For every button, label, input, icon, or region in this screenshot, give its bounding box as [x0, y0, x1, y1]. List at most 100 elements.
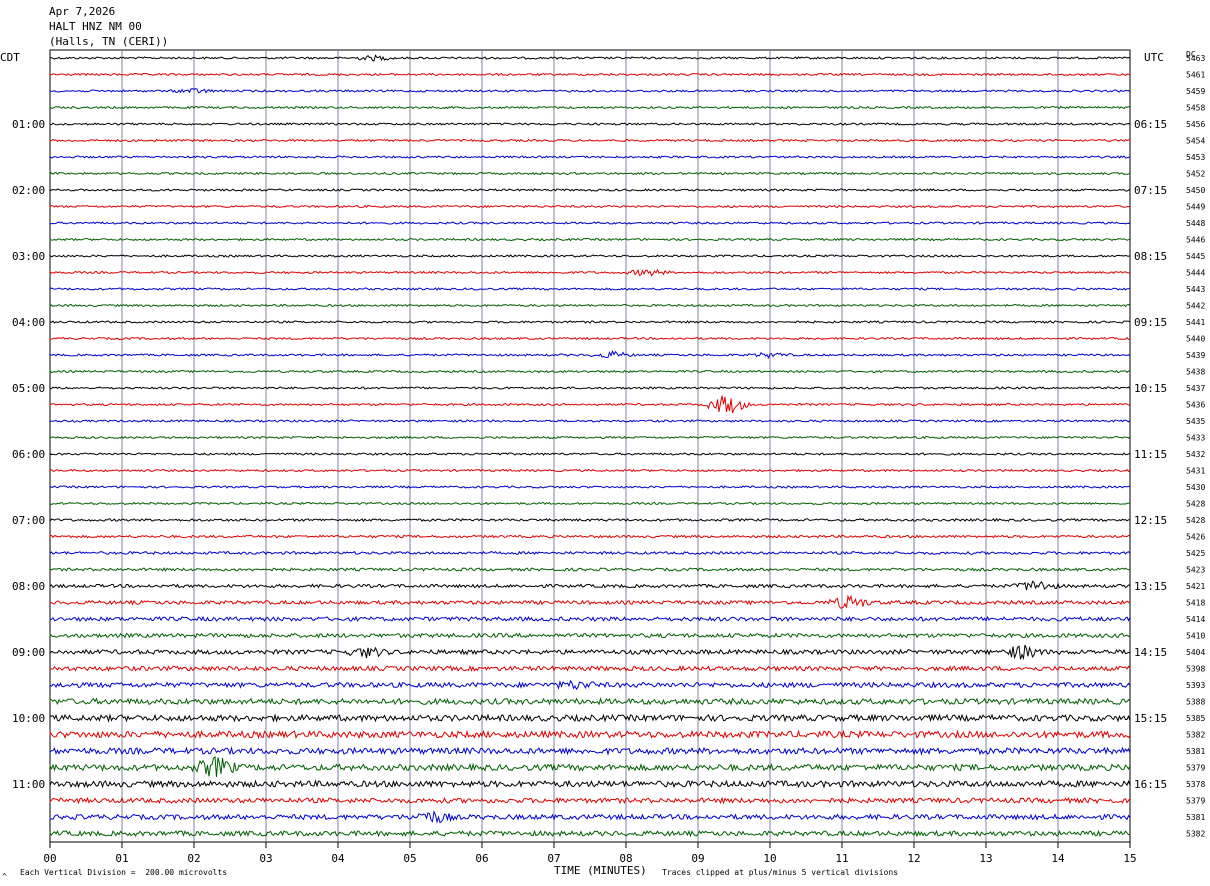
x-tick-label: 07 [547, 852, 560, 865]
dc-offset-label: 5436 [1186, 401, 1205, 410]
seismic-trace [49, 810, 1131, 824]
dc-offset-label: 5423 [1186, 566, 1205, 575]
seismic-trace [49, 451, 1131, 456]
seismic-trace [49, 550, 1131, 556]
seismic-trace [49, 155, 1131, 159]
seismic-trace [49, 87, 1131, 94]
seismic-trace [49, 395, 1131, 413]
scale-note: Each Vertical Division = 200.00 microvol… [20, 868, 228, 877]
seismic-trace [49, 679, 1131, 691]
seismic-trace [49, 254, 1131, 258]
right-hour-label: 12:15 [1134, 514, 1167, 527]
dc-offset-label: 5442 [1186, 302, 1205, 311]
x-tick-label: 15 [1123, 852, 1136, 865]
right-hour-label: 08:15 [1134, 250, 1167, 263]
x-tick-label: 04 [331, 852, 345, 865]
x-tick-label: 09 [691, 852, 704, 865]
right-timezone-label: UTC [1144, 51, 1164, 64]
seismic-trace [49, 485, 1131, 489]
right-hour-label: 15:15 [1134, 712, 1167, 725]
dc-offset-label: 5388 [1186, 698, 1205, 707]
dc-offset-label: 5461 [1186, 71, 1205, 80]
dc-offset-label: 5431 [1186, 467, 1205, 476]
dc-offset-label: 5458 [1186, 104, 1205, 113]
seismic-trace [49, 419, 1131, 423]
left-timezone-label: CDT [0, 51, 20, 64]
dc-offset-label: 5393 [1186, 681, 1205, 690]
left-hour-label: 01:00 [12, 118, 45, 131]
dc-offset-label: 5459 [1186, 87, 1205, 96]
dc-offset-label: 5410 [1186, 632, 1205, 641]
seismic-trace [49, 517, 1131, 523]
seismic-trace [49, 435, 1131, 440]
x-axis-title: TIME (MINUTES) [554, 864, 647, 877]
dc-offset-label: 5454 [1186, 137, 1205, 146]
dc-offset-label: 5452 [1186, 170, 1205, 179]
dc-offset-label: 5438 [1186, 368, 1205, 377]
left-hour-label: 05:00 [12, 382, 45, 395]
seismic-trace [49, 268, 1131, 277]
dc-offset-label: 5382 [1186, 830, 1205, 839]
dc-offset-label: 5425 [1186, 549, 1205, 558]
right-hour-label: 09:15 [1134, 316, 1167, 329]
dc-offset-label: 5430 [1186, 483, 1205, 492]
seismic-trace [49, 171, 1131, 176]
corner-mark: ^ [2, 872, 7, 881]
x-tick-label: 01 [115, 852, 128, 865]
dc-offset-label: 5382 [1186, 731, 1205, 740]
seismic-trace [49, 632, 1131, 639]
seismic-trace [49, 221, 1131, 225]
seismic-trace [49, 122, 1131, 126]
dc-offset-label: 5445 [1186, 252, 1205, 261]
plot-frame [49, 49, 1131, 843]
x-tick-label: 05 [403, 852, 416, 865]
x-tick-label: 00 [43, 852, 56, 865]
dc-offset-label: 5453 [1186, 153, 1205, 162]
seismic-trace [49, 779, 1131, 789]
dc-offset-label: 5433 [1186, 434, 1205, 443]
seismic-trace [49, 105, 1131, 110]
dc-offset-label: 5418 [1186, 599, 1205, 608]
seismic-trace [49, 567, 1131, 572]
dc-offset-label: 5439 [1186, 351, 1205, 360]
seismic-trace [49, 534, 1131, 539]
seismic-trace [49, 349, 1131, 360]
seismic-trace [49, 369, 1131, 374]
dc-offset-label: 5449 [1186, 203, 1205, 212]
x-tick-label: 06 [475, 852, 488, 865]
dc-offset-label: 5432 [1186, 450, 1205, 459]
right-hour-label: 10:15 [1134, 382, 1167, 395]
dc-offset-label: 5463 [1186, 54, 1205, 63]
seismic-trace [49, 138, 1131, 143]
seismic-trace [49, 303, 1131, 308]
dc-offset-label: 5426 [1186, 533, 1205, 542]
dc-offset-label: 5385 [1186, 714, 1205, 723]
dc-offset-label: 5428 [1186, 516, 1205, 525]
seismic-trace [49, 72, 1131, 77]
seismic-trace [49, 713, 1131, 723]
seismic-trace [49, 320, 1131, 324]
seismic-trace [49, 644, 1131, 661]
seismic-trace [49, 729, 1131, 740]
dc-offset-label: 5378 [1186, 780, 1205, 789]
seismic-trace [49, 336, 1131, 341]
dc-offset-label: 5381 [1186, 747, 1205, 756]
x-tick-label: 11 [835, 852, 848, 865]
right-hour-label: 11:15 [1134, 448, 1167, 461]
seismic-trace [49, 386, 1131, 390]
dc-offset-label: 5435 [1186, 417, 1205, 426]
seismic-trace [49, 468, 1131, 473]
right-hour-label: 13:15 [1134, 580, 1167, 593]
left-hour-label: 07:00 [12, 514, 45, 527]
dc-label: DC [1186, 50, 1196, 59]
x-tick-label: 12 [907, 852, 920, 865]
left-hour-label: 08:00 [12, 580, 45, 593]
seismic-trace [49, 615, 1131, 623]
left-hour-label: 03:00 [12, 250, 45, 263]
x-tick-label: 14 [1051, 852, 1065, 865]
dc-offset-label: 5379 [1186, 764, 1205, 773]
seismic-trace [49, 796, 1131, 805]
dc-offset-label: 5437 [1186, 384, 1205, 393]
header-station: HALT HNZ NM 00 [49, 20, 142, 33]
